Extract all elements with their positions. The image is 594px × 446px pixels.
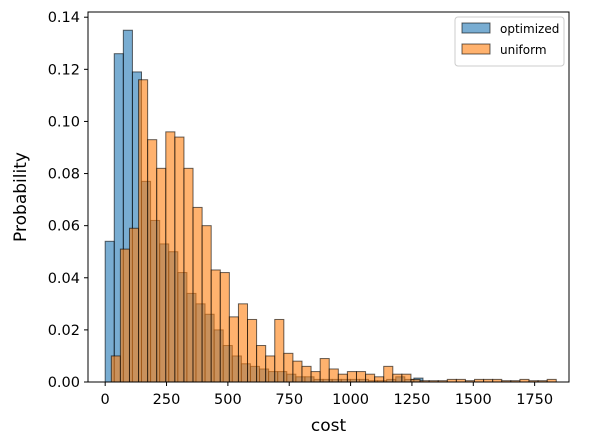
legend-swatch-optimized [461,22,491,34]
bar-uniform-19 [283,352,294,383]
y-axis-ticks: 0.00 0.02 0.04 0.06 0.08 0.10 0.12 0.14 [48,10,88,391]
bar-uniform-5 [156,167,167,383]
x-tick-label-7: 1750 [516,392,553,408]
bar-uniform-18 [274,318,285,383]
y-tick-label-1: 0.02 [48,323,80,339]
bar-uniform-20 [292,360,303,383]
x-axis-ticks: 0 250 500 750 1000 1250 1500 1750 [101,382,553,408]
legend: optimized uniform [454,16,565,67]
bar-uniform-3 [138,79,149,383]
bar-uniform-17 [265,355,276,383]
x-tick-label-0: 0 [101,392,110,408]
y-tick-label-6: 0.12 [48,62,80,78]
bar-uniform-21 [301,365,312,383]
y-tick-label-0: 0.00 [48,375,80,391]
legend-label-optimized: optimized [500,22,559,36]
bar-uniform-4 [147,139,158,383]
bar-uniform-30 [383,365,394,383]
bar-uniform-1 [119,248,130,383]
x-tick-label-6: 1500 [455,392,492,408]
y-axis-title: Probability [11,152,31,242]
bar-uniform-32 [401,373,412,383]
bar-uniform-7 [174,136,185,383]
bar-uniform-13 [228,316,239,383]
bar-uniform-29 [374,376,385,383]
x-tick-label-5: 1250 [393,392,430,408]
plot-frame [87,11,570,383]
bar-uniform-15 [247,318,258,383]
bar-uniform-11 [210,269,221,383]
legend-swatch-uniform [461,43,491,55]
bar-uniform-0 [110,355,121,383]
bar-uniform-6 [165,131,176,383]
y-tick-label-3: 0.06 [48,219,80,235]
y-tick-label-4: 0.08 [48,167,80,183]
bar-uniform-10 [201,225,212,383]
x-tick-label-4: 1000 [332,392,369,408]
legend-label-uniform: uniform [500,43,547,57]
bar-uniform-12 [219,272,230,383]
y-tick-label-7: 0.14 [48,10,80,26]
bar-uniform-23 [319,358,330,383]
bar-uniform-2 [128,227,140,383]
bar-uniform-31 [392,373,403,383]
bar-uniform-24 [328,368,339,383]
y-tick-label-5: 0.10 [48,114,80,130]
bar-uniform-25 [337,373,348,383]
bar-uniform-28 [365,373,376,383]
bar-uniform-27 [355,371,367,383]
bar-uniform-8 [183,167,194,383]
x-tick-label-3: 750 [275,392,303,408]
bar-uniform-14 [237,303,249,383]
y-tick-label-2: 0.04 [48,271,80,287]
x-tick-label-1: 250 [153,392,181,408]
x-tick-label-2: 500 [214,392,242,408]
x-axis-title: cost [311,416,347,436]
bar-uniform-22 [310,371,321,383]
bar-uniform-26 [346,371,357,383]
bar-uniform-16 [256,345,267,383]
bar-uniform-9 [192,206,203,383]
